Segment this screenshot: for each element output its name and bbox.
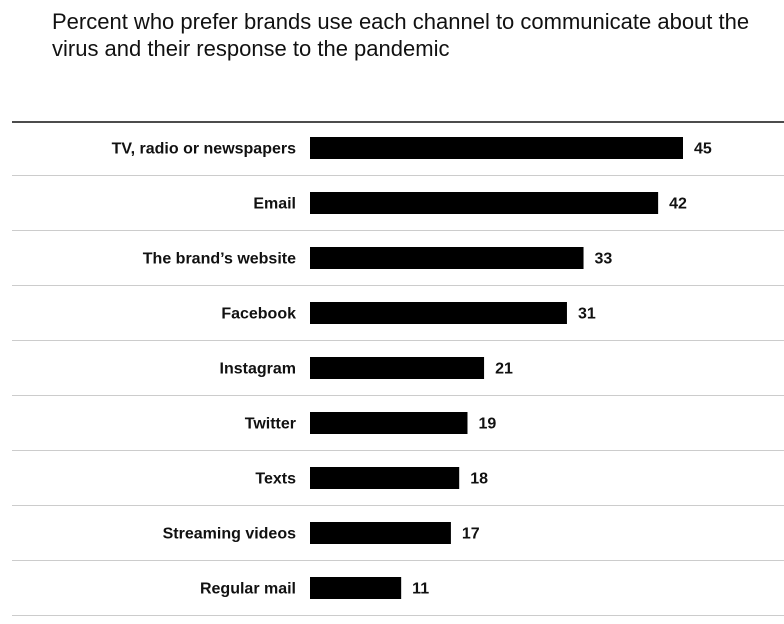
bar: [310, 357, 485, 379]
value-label: 11: [412, 581, 429, 598]
chart-title: Percent who prefer brands use each chann…: [52, 9, 750, 61]
bar: [310, 467, 460, 489]
bar-row: Email 42: [12, 192, 784, 231]
category-label: Twitter: [245, 416, 296, 433]
bar-row: Texts 18: [12, 467, 784, 506]
bar-row: Instagram 21: [12, 357, 784, 396]
bar: [310, 192, 659, 214]
bar: [310, 247, 584, 269]
bar-row: Streaming videos 17: [12, 522, 784, 561]
category-label: Email: [253, 196, 296, 213]
bar: [310, 522, 451, 544]
bar-row: Regular mail 11: [12, 577, 784, 616]
category-label: TV, radio or newspapers: [112, 141, 296, 158]
bar-row: Twitter 19: [12, 412, 784, 451]
category-label: Texts: [255, 471, 296, 488]
category-label: Instagram: [220, 361, 296, 378]
bar-row: TV, radio or newspapers 45: [12, 137, 784, 176]
value-label: 33: [595, 251, 613, 268]
value-label: 42: [669, 196, 687, 213]
value-label: 19: [478, 416, 496, 433]
bar: [310, 137, 683, 159]
value-label: 45: [694, 141, 712, 158]
bar: [310, 302, 567, 324]
category-label: Streaming videos: [163, 526, 296, 543]
value-label: 17: [462, 526, 480, 543]
value-label: 31: [578, 306, 596, 323]
category-label: Regular mail: [200, 581, 296, 598]
bar: [310, 577, 402, 599]
bar-row: The brand’s website 33: [12, 247, 784, 286]
category-label: The brand’s website: [143, 251, 296, 268]
bar: [310, 412, 468, 434]
category-label: Facebook: [221, 306, 296, 323]
bar-row: Facebook 31: [12, 302, 784, 341]
value-label: 21: [495, 361, 513, 378]
value-label: 18: [470, 471, 488, 488]
